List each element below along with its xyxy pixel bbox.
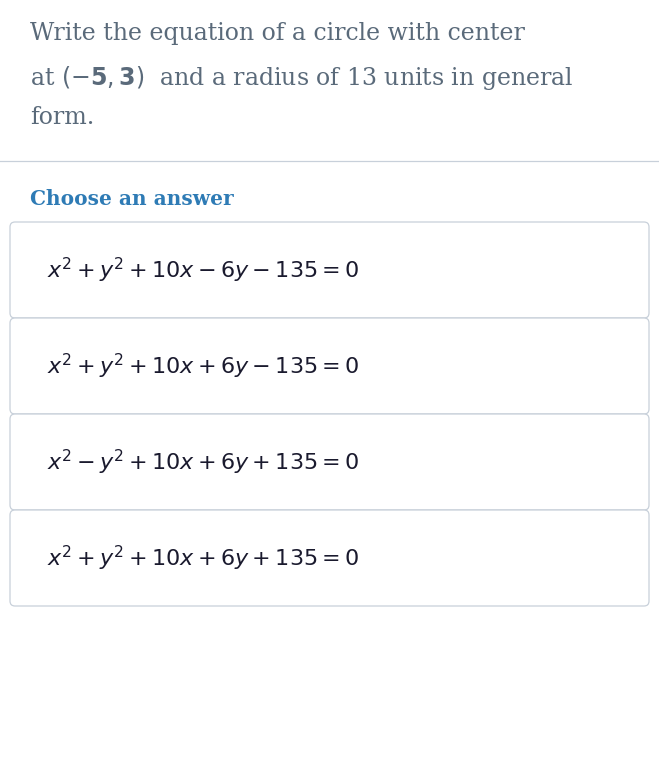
FancyBboxPatch shape: [10, 318, 649, 414]
FancyBboxPatch shape: [10, 414, 649, 510]
Text: $x^2 + y^2 + 10x + 6y - 135 = 0$: $x^2 + y^2 + 10x + 6y - 135 = 0$: [47, 351, 359, 380]
Text: form.: form.: [30, 106, 94, 129]
Text: Write the equation of a circle with center: Write the equation of a circle with cent…: [30, 22, 525, 45]
FancyBboxPatch shape: [10, 222, 649, 318]
Text: $x^2 + y^2 + 10x + 6y + 135 = 0$: $x^2 + y^2 + 10x + 6y + 135 = 0$: [47, 543, 359, 572]
Text: $x^2 + y^2 + 10x - 6y - 135 = 0$: $x^2 + y^2 + 10x - 6y - 135 = 0$: [47, 255, 359, 285]
Text: at $(-\mathbf{5}, \mathbf{3})$  and a radius of 13 units in general: at $(-\mathbf{5}, \mathbf{3})$ and a rad…: [30, 64, 573, 92]
FancyBboxPatch shape: [10, 510, 649, 606]
Text: $x^2 - y^2 + 10x + 6y + 135 = 0$: $x^2 - y^2 + 10x + 6y + 135 = 0$: [47, 448, 359, 477]
Text: Choose an answer: Choose an answer: [30, 189, 234, 209]
